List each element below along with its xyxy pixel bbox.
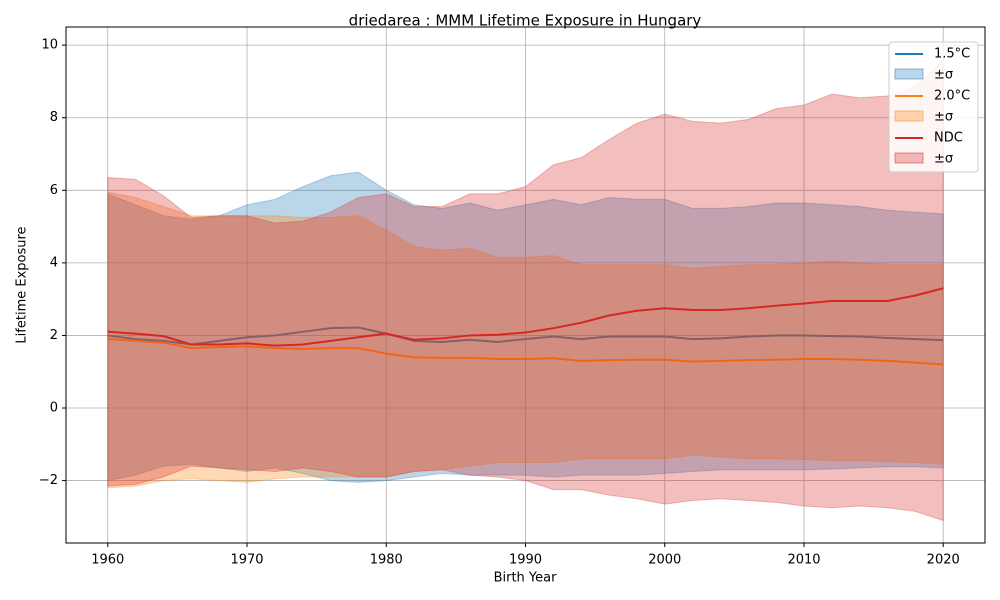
legend-label: ±σ xyxy=(934,152,953,167)
legend-swatch xyxy=(894,110,924,122)
chart-title: driedarea : MMM Lifetime Exposure in Hun… xyxy=(349,12,702,30)
x-tick-label: 2020 xyxy=(927,553,960,568)
x-tick-label: 2010 xyxy=(787,553,820,568)
y-tick-label: 2 xyxy=(50,328,58,343)
series-line xyxy=(107,338,944,366)
legend-label: 2.0°C xyxy=(934,89,970,104)
y-tick-label: 4 xyxy=(50,255,58,270)
x-tick-label: 1980 xyxy=(370,553,403,568)
plot-frame xyxy=(65,26,986,544)
x-axis-label: Birth Year xyxy=(494,571,558,586)
legend-label: ±σ xyxy=(934,110,953,125)
legend-label: ±σ xyxy=(934,68,953,83)
series-line xyxy=(107,287,944,347)
y-tick-label: 8 xyxy=(50,110,58,125)
band-area xyxy=(107,171,944,483)
y-tick-label: 10 xyxy=(41,38,58,53)
legend-label: 1.5°C xyxy=(934,47,970,62)
y-tick-label: 0 xyxy=(50,401,58,416)
legend-swatch xyxy=(894,68,924,80)
y-axis-label: Lifetime Exposure xyxy=(15,226,30,343)
y-tick-label: 6 xyxy=(50,183,58,198)
x-tick-label: 1960 xyxy=(91,553,124,568)
band-area xyxy=(107,191,944,489)
y-tick-label: −2 xyxy=(39,473,58,488)
series-line xyxy=(107,326,944,346)
x-tick-label: 1970 xyxy=(230,553,263,568)
band-area xyxy=(107,58,944,522)
x-tick-label: 1990 xyxy=(509,553,542,568)
legend-swatch xyxy=(894,152,924,164)
legend-label: NDC xyxy=(934,131,963,146)
legend-box xyxy=(888,41,979,173)
x-tick-label: 2000 xyxy=(648,553,681,568)
